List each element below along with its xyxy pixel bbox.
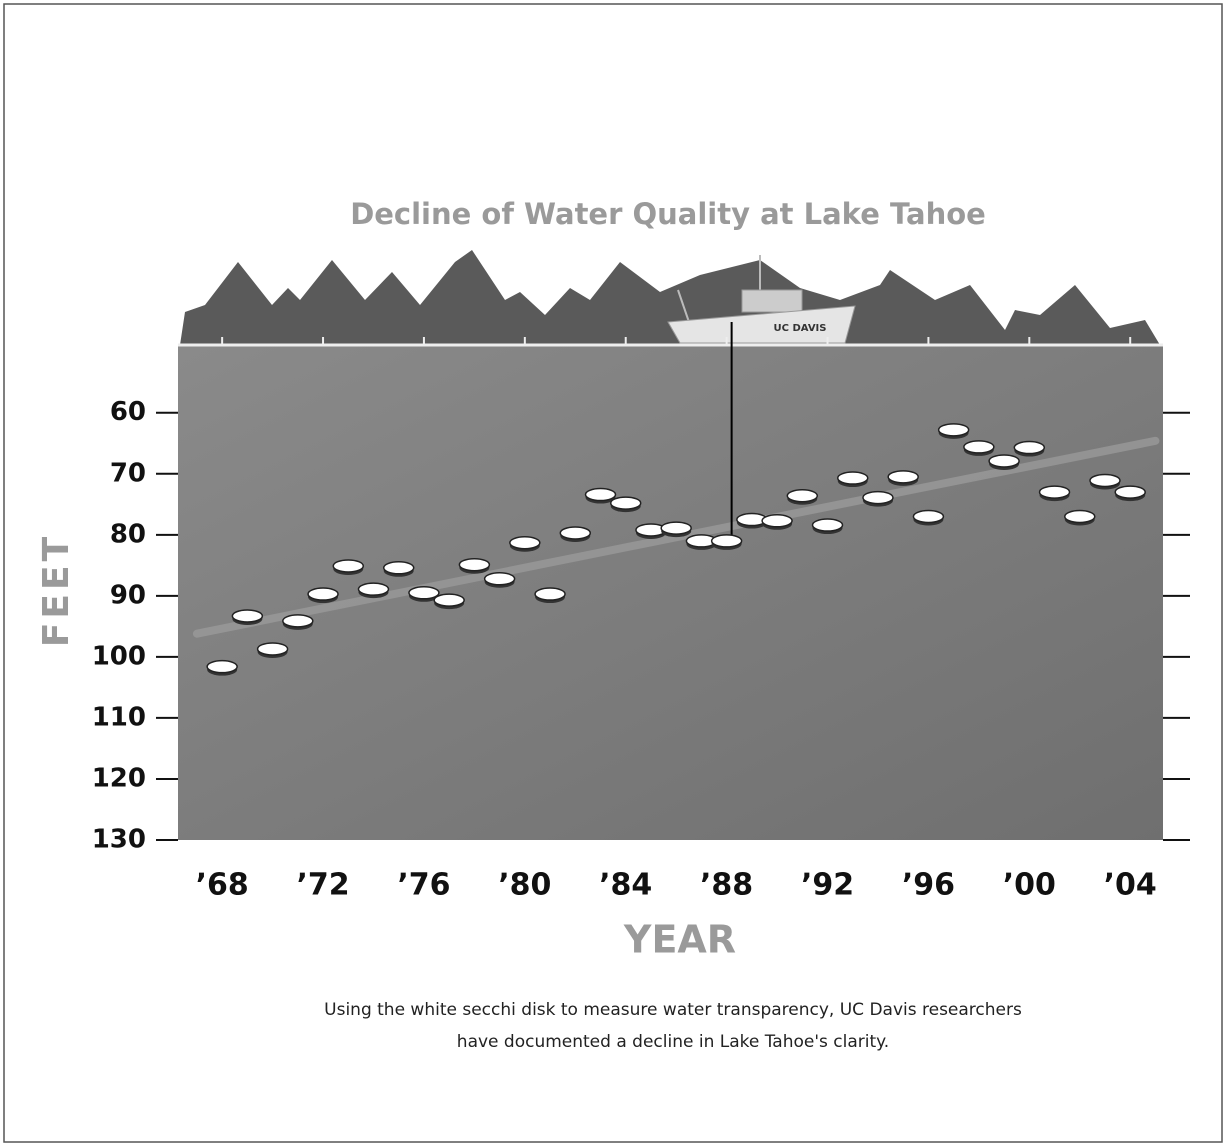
x-tick-label: ’76 (397, 868, 450, 903)
secchi-disk (1013, 440, 1046, 455)
x-tick-label: ’00 (1003, 868, 1056, 903)
y-axis-title: FEET (36, 533, 77, 647)
secchi-disk (887, 470, 919, 484)
x-axis-title: YEAR (623, 918, 736, 962)
secchi-disk (509, 536, 541, 550)
secchi-disk (307, 587, 339, 601)
secchi-disk (382, 561, 415, 575)
boat: UC DAVIS (667, 255, 856, 344)
secchi-disk (811, 518, 844, 532)
secchi-disk (1038, 485, 1071, 499)
secchi-disk (862, 490, 894, 505)
secchi-disk (559, 526, 592, 540)
secchi-disk (483, 572, 516, 586)
y-tick-label: 110 (92, 702, 146, 732)
secchi-disk (357, 582, 390, 596)
x-tick-label: ’80 (498, 868, 551, 903)
caption-line: have documented a decline in Lake Tahoe'… (457, 1032, 889, 1052)
secchi-disk (786, 489, 819, 503)
y-tick-label: 100 (92, 641, 146, 671)
secchi-disk (231, 609, 264, 623)
boom (677, 289, 691, 326)
x-tick-label: ’96 (902, 868, 955, 903)
trend-line (192, 436, 1160, 638)
secchi-disk (332, 559, 365, 573)
cabin (741, 289, 803, 313)
secchi-disk (836, 471, 869, 485)
secchi-disk (1064, 509, 1096, 524)
boat-label: UC DAVIS (774, 323, 827, 334)
x-tick-label: ’84 (599, 868, 652, 903)
secchi-disk (963, 440, 995, 454)
y-tick-label: 120 (92, 763, 146, 793)
secchi-disk (1114, 485, 1146, 499)
secchi-disk (761, 514, 793, 528)
secchi-disk (408, 586, 440, 600)
secchi-disk (584, 487, 617, 502)
secchi-disk (534, 587, 566, 601)
caption-line: Using the white secchi disk to measure w… (324, 1000, 1022, 1020)
secchi-disk (912, 509, 945, 524)
x-tick-label: ’72 (296, 868, 349, 903)
y-tick-label: 130 (92, 825, 146, 855)
mountains (180, 250, 1160, 345)
x-tick-label: ’68 (196, 868, 249, 903)
secchi-disk (710, 534, 743, 548)
secchi-disk (282, 614, 314, 628)
secchi-disk (609, 496, 642, 510)
y-tick-label: 60 (110, 397, 146, 427)
y-tick-label: 90 (110, 580, 146, 610)
secchi-disk (937, 423, 970, 437)
secchi-disk (1089, 473, 1121, 488)
y-tick-label: 80 (110, 519, 146, 549)
x-tick-label: ’04 (1104, 868, 1157, 903)
hull (667, 305, 856, 344)
secchi-disk (660, 521, 692, 535)
secchi-disk (988, 454, 1020, 468)
x-tick-label: ’92 (801, 868, 854, 903)
secchi-disk (206, 659, 238, 674)
chart-title: Decline of Water Quality at Lake Tahoe (350, 197, 986, 231)
secchi-disk (256, 642, 289, 656)
x-tick-label: ’88 (700, 868, 753, 903)
secchi-disk (433, 593, 465, 607)
secchi-disk (458, 557, 491, 572)
y-tick-label: 70 (110, 458, 146, 488)
plot-area (178, 345, 1163, 840)
